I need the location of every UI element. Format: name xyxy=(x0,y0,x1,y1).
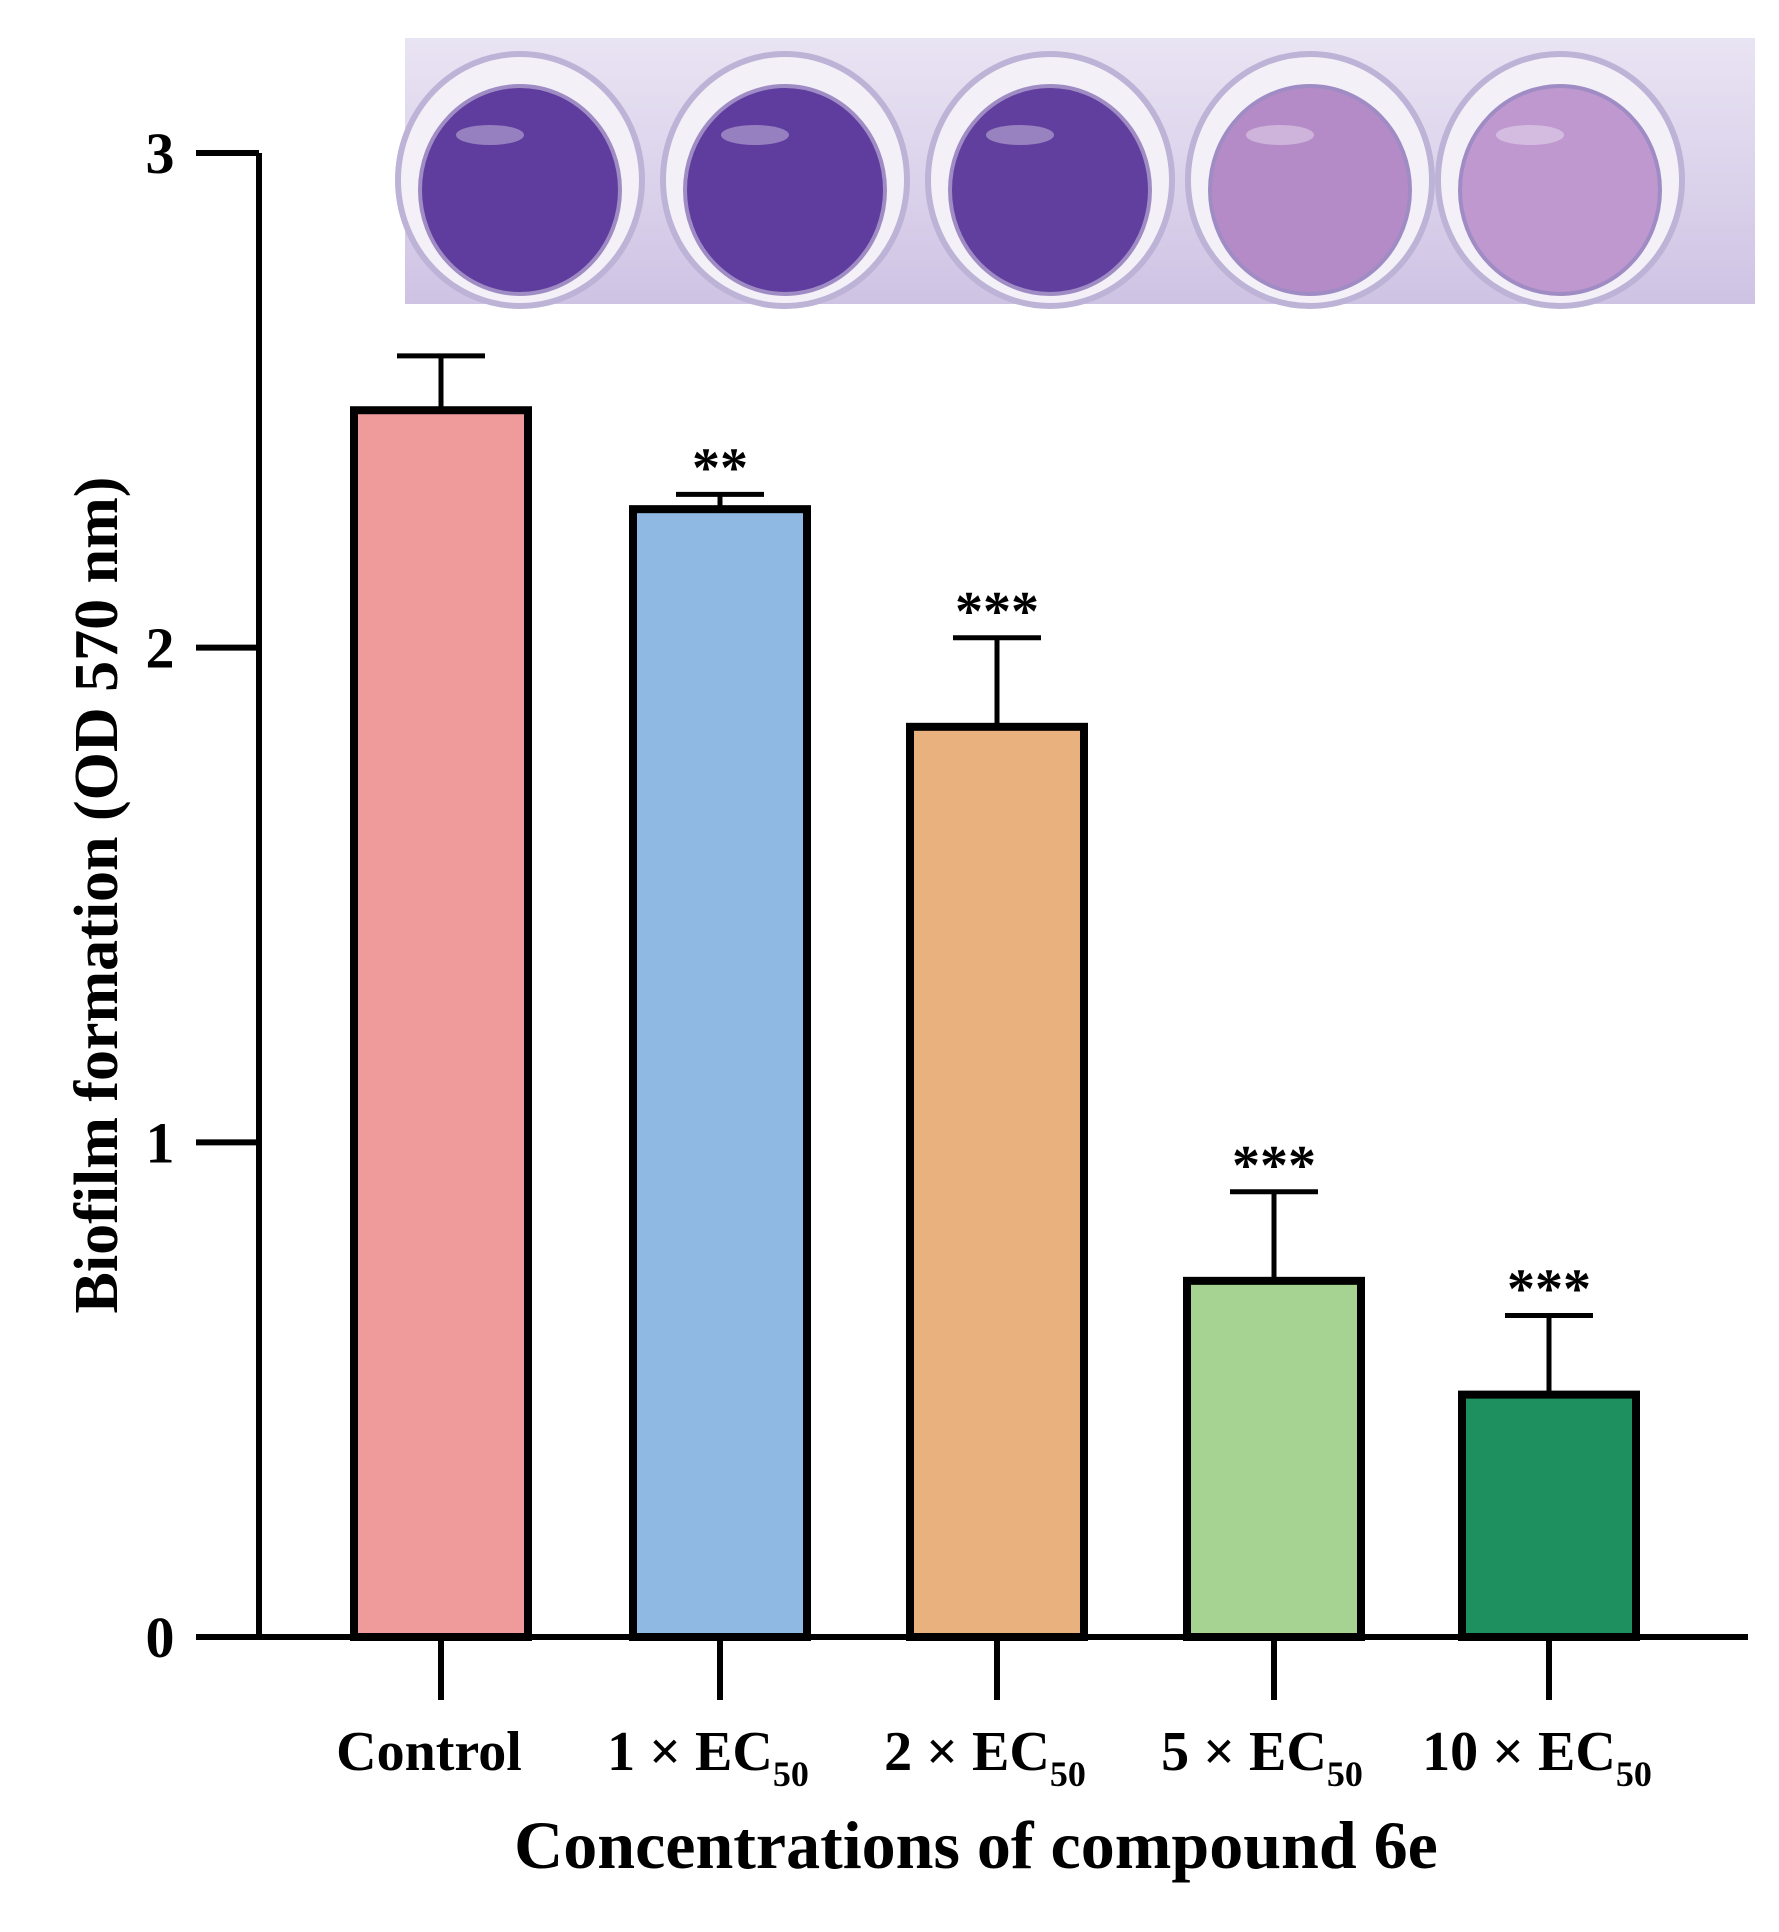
well-highlight xyxy=(456,125,524,145)
bar xyxy=(350,406,532,1641)
well-highlight xyxy=(1496,125,1564,145)
well-highlight xyxy=(1246,125,1314,145)
significance-label: *** xyxy=(1232,1135,1316,1197)
well-highlight xyxy=(721,125,789,145)
x-tick-label: 10 × EC50 xyxy=(1422,1721,1652,1794)
bar xyxy=(1458,1390,1640,1641)
well-stain xyxy=(683,84,887,296)
x-ticks-group: Control 1 × EC50 2 × EC50 5 × EC50 10 × EC50 xyxy=(336,1637,1652,1794)
well-stain xyxy=(418,84,622,296)
significance-group: *********** xyxy=(692,437,1591,1320)
significance-label: ** xyxy=(692,437,748,499)
y-tick-label: 1 xyxy=(146,1110,175,1175)
y-tick-label: 3 xyxy=(146,121,175,186)
error-bars-group xyxy=(397,353,1593,1395)
inset-well-photo xyxy=(395,38,1755,309)
bar xyxy=(1183,1276,1365,1641)
well-stain xyxy=(948,84,1152,296)
y-axis: 0 1 2 3 xyxy=(146,121,262,1670)
y-tick-label: 0 xyxy=(146,1605,175,1670)
bars-group xyxy=(350,406,1640,1641)
y-axis-title: Biofilm formation (OD 570 nm) xyxy=(63,477,131,1314)
bar xyxy=(906,722,1088,1641)
well-highlight xyxy=(986,125,1054,145)
x-tick-label: Control xyxy=(336,1721,522,1783)
x-axis-title: Concentrations of compound 6e xyxy=(514,1807,1438,1883)
significance-label: *** xyxy=(955,581,1039,643)
bar xyxy=(629,505,811,1641)
well-stain xyxy=(1208,84,1412,296)
y-tick-label: 2 xyxy=(146,616,175,681)
x-tick-label: 2 × EC50 xyxy=(884,1721,1086,1794)
well-stain xyxy=(1458,84,1662,296)
x-tick-label: 5 × EC50 xyxy=(1161,1721,1363,1794)
x-tick-label: 1 × EC50 xyxy=(607,1721,809,1794)
significance-label: *** xyxy=(1507,1258,1591,1320)
